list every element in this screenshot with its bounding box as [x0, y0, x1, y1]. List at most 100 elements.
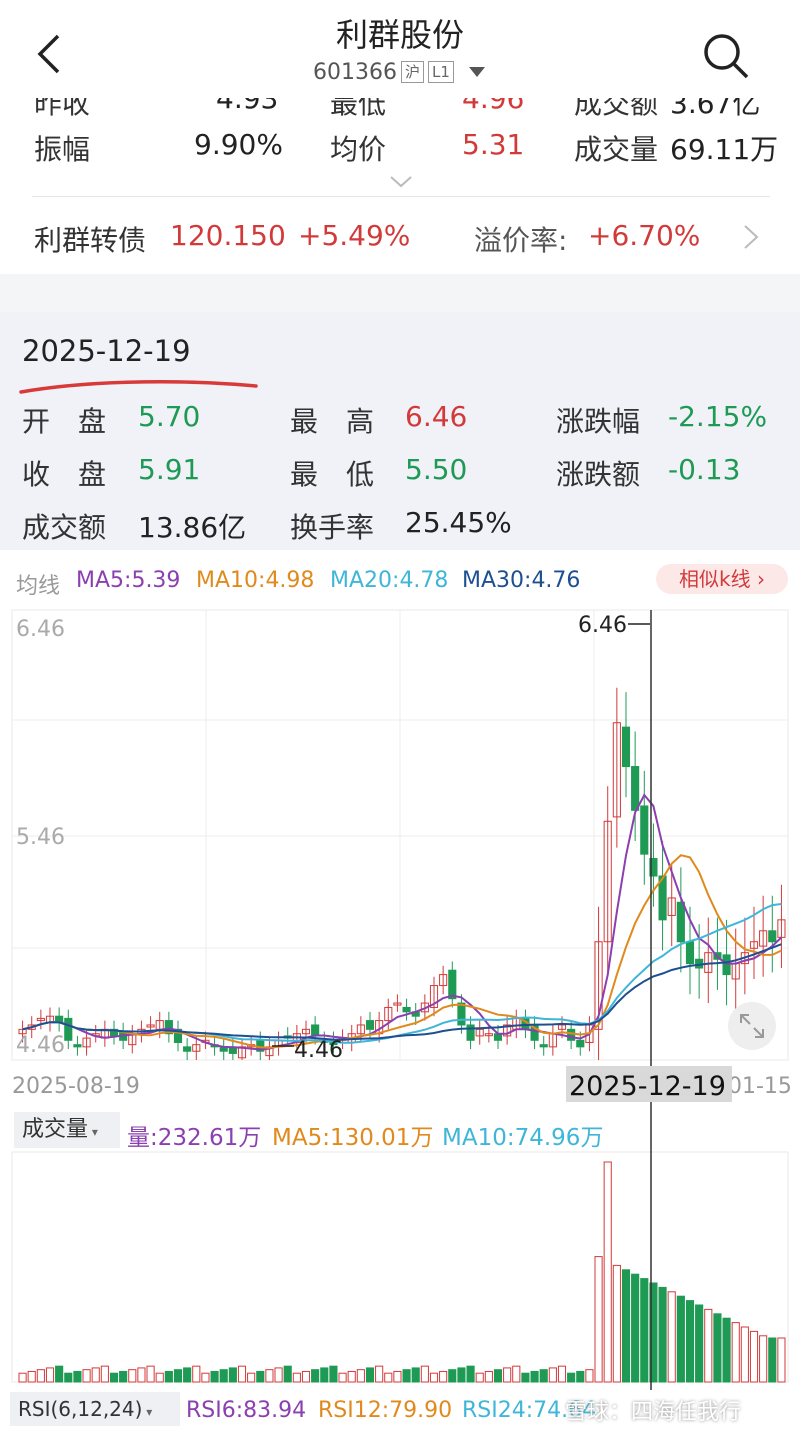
volume-bar: [731, 1322, 740, 1383]
volume-bar: [73, 1370, 82, 1383]
candle-body: [402, 1006, 411, 1013]
low-value: 4.96: [462, 82, 525, 115]
volume-bar: [173, 1369, 183, 1383]
candle-body: [567, 1028, 576, 1041]
quote-row-2: 振幅 9.90% 均价 5.31 成交量 69.11万: [0, 128, 800, 168]
level-tag: L1: [428, 61, 454, 83]
stock-name-title: 利群股份: [335, 16, 464, 54]
turnover-rate-value: 25.45%: [405, 506, 512, 539]
expand-chevron[interactable]: [388, 174, 414, 193]
pct-change-label: 涨跌幅: [556, 405, 641, 438]
candle-body: [557, 1024, 567, 1030]
similar-kline-button[interactable]: 相似k线 ›: [656, 564, 788, 594]
volume-bar: [82, 1369, 91, 1383]
volume-bar: [493, 1369, 503, 1383]
y-tick-bottom: 4.46: [16, 1033, 65, 1058]
candle-body: [365, 1020, 375, 1030]
section-divider: [0, 274, 800, 312]
volume-bar: [183, 1367, 192, 1383]
volume-bar: [466, 1365, 475, 1383]
candle-body: [192, 1044, 201, 1052]
rsi-indicator-select[interactable]: RSI(6,12,24) ▾: [10, 1392, 180, 1426]
volume-bar: [548, 1367, 557, 1383]
volume-bar: [155, 1372, 164, 1383]
volume-bar: [27, 1370, 36, 1383]
bond-change: +5.49%: [298, 219, 411, 252]
amount-value: 13.86亿: [138, 511, 247, 544]
watermark: 雪球：四海任我行: [565, 1400, 742, 1425]
candle-body: [594, 941, 603, 1030]
convertible-bond-row[interactable]: 利群转债 120.150 +5.49% 溢价率: +6.70%: [32, 196, 770, 273]
premium-value: +6.70%: [588, 219, 701, 252]
volume-bar: [128, 1369, 137, 1383]
volume-bar: [146, 1365, 155, 1383]
app-header: 利群股份 601366 沪 L1: [0, 0, 800, 96]
volume-bar: [557, 1365, 567, 1383]
turnover-label: 成交额: [574, 87, 659, 116]
candle-body: [777, 919, 786, 938]
candle-body: [36, 1017, 45, 1022]
volume-bar: [55, 1365, 64, 1383]
volume-bar: [347, 1370, 356, 1383]
quote-row-1: 昨收 4.93 最低 4.96 成交额 3.67亿: [0, 82, 800, 116]
cursor-date-label: 2025-12-19: [569, 1071, 726, 1102]
volume-bar: [704, 1308, 713, 1383]
avg-price-value: 5.31: [462, 128, 525, 161]
candle-body: [768, 930, 777, 943]
volume-bar: [512, 1365, 521, 1383]
expand-icon: [740, 1014, 764, 1038]
volume-bar: [210, 1370, 219, 1383]
close-value: 5.91: [138, 453, 201, 486]
volume-bar: [356, 1369, 365, 1383]
candle-body: [603, 820, 612, 943]
volume-bar: [192, 1365, 201, 1383]
candle-body: [18, 1028, 27, 1035]
volume-bar: [201, 1372, 210, 1383]
volume-bar: [676, 1295, 685, 1383]
candle-body: [448, 969, 457, 1000]
stock-code-row[interactable]: 601366 沪 L1: [0, 60, 800, 85]
candle-body: [685, 941, 695, 965]
volume-bar: [439, 1370, 448, 1383]
candle-body: [466, 1024, 475, 1041]
volume-bar: [685, 1300, 695, 1383]
back-button[interactable]: [28, 30, 72, 78]
kline-chart[interactable]: 6.46 5.46 4.46 6.46 4.46 2025-08-19 01-1…: [0, 600, 800, 1390]
volume-bar: [64, 1372, 73, 1383]
volume-bar: [740, 1326, 749, 1383]
volume-bar: [475, 1372, 484, 1383]
low-label-detail: 最 低: [290, 458, 375, 491]
min-price-marker: 4.46: [294, 1038, 343, 1063]
search-button[interactable]: [700, 30, 752, 82]
volume-selector-label: 成交量: [22, 1117, 89, 1142]
volume-bar: [603, 1161, 612, 1383]
volume-bar: [649, 1282, 658, 1383]
ma-legend: 均线 MA5:5.39 MA10:4.98 MA20:4.78 MA30:4.7…: [0, 560, 800, 600]
candle-body: [439, 974, 448, 987]
candle-body: [393, 1002, 402, 1006]
search-icon: [704, 34, 749, 79]
red-underline-annotation: [19, 379, 258, 394]
candle-body: [649, 858, 658, 877]
candle-body: [658, 875, 667, 921]
volume-bar: [265, 1369, 274, 1383]
y-tick-mid: 5.46: [16, 825, 65, 850]
volume-bar: [119, 1370, 128, 1383]
volume-bar: [631, 1273, 640, 1383]
candle-body: [356, 1024, 365, 1035]
volume-bar: [722, 1317, 731, 1383]
volume-bar: [667, 1291, 676, 1383]
low-value-detail: 5.50: [405, 453, 468, 486]
volume-bar: [448, 1369, 457, 1383]
volume-bar: [320, 1367, 329, 1383]
volume-indicator-select[interactable]: 成交量 ▾: [14, 1112, 120, 1148]
volume-bar: [384, 1372, 393, 1383]
volume-bar: [567, 1372, 576, 1383]
volume-bar: [402, 1369, 411, 1383]
fullscreen-button[interactable]: [728, 1002, 776, 1050]
candle-body: [493, 1033, 503, 1041]
amount-label: 成交额: [22, 511, 107, 544]
volume-bar: [375, 1365, 384, 1383]
candle-body: [164, 1020, 173, 1035]
ma-lines: [22, 793, 783, 1051]
